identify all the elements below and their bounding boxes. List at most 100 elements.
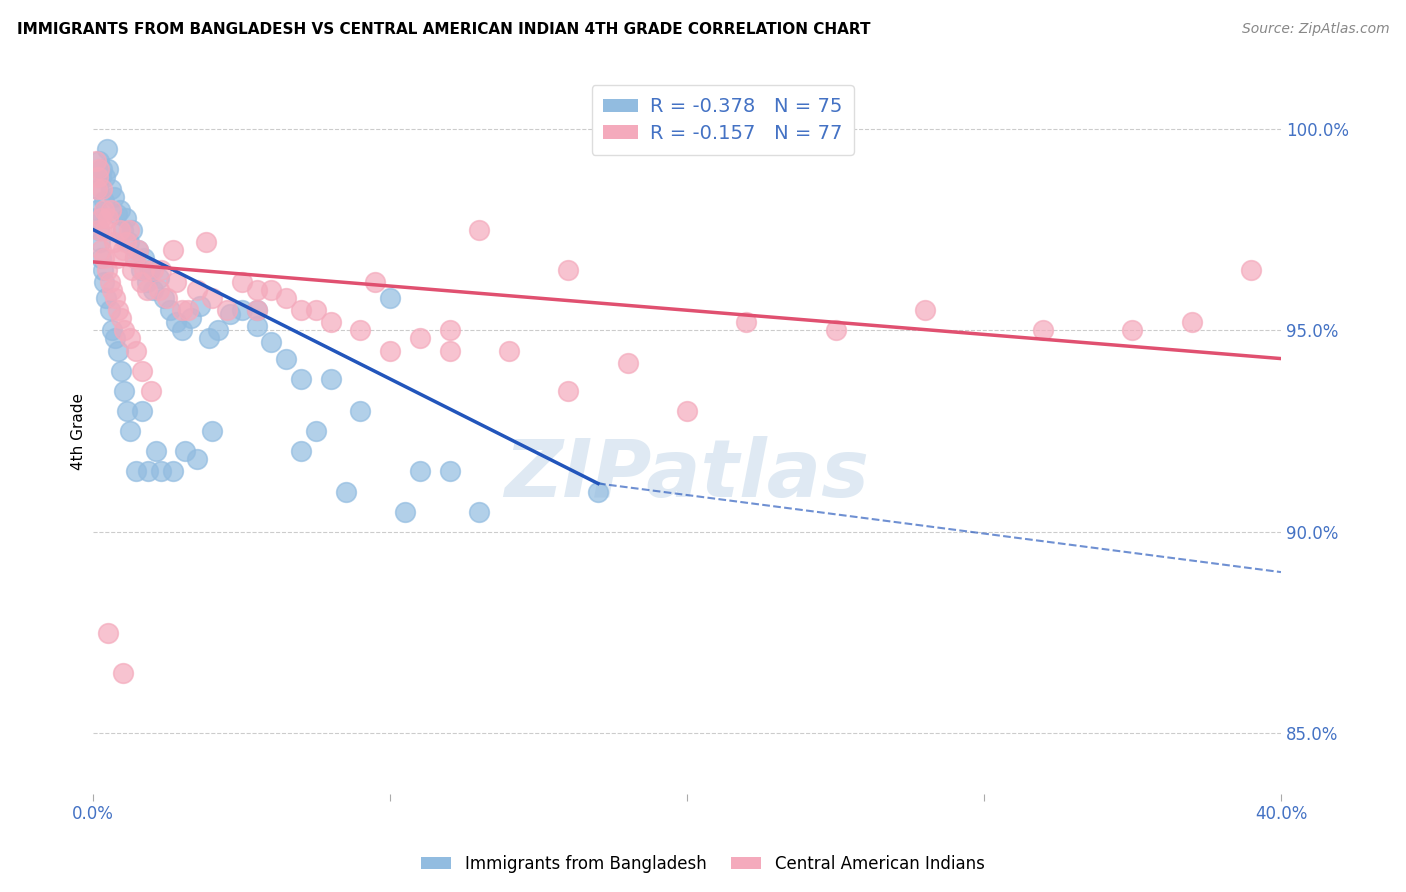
Point <box>349 323 371 337</box>
Point <box>108 222 131 236</box>
Point <box>586 484 609 499</box>
Point <box>290 372 312 386</box>
Point <box>148 271 170 285</box>
Point <box>201 291 224 305</box>
Point <box>439 343 461 358</box>
Point <box>101 323 124 337</box>
Point <box>121 222 143 236</box>
Point <box>1121 323 1143 337</box>
Point <box>218 307 240 321</box>
Point <box>172 303 194 318</box>
Point <box>105 206 128 220</box>
Point <box>98 303 121 318</box>
Point <box>1032 323 1054 337</box>
Point <box>91 162 114 177</box>
Point <box>148 283 170 297</box>
Point <box>136 464 159 478</box>
Point <box>115 211 138 225</box>
Point <box>125 464 148 478</box>
Point <box>132 251 155 265</box>
Point <box>86 182 108 196</box>
Point <box>124 251 146 265</box>
Point <box>90 251 112 265</box>
Point <box>111 243 134 257</box>
Point <box>139 384 162 398</box>
Point <box>276 351 298 366</box>
Point <box>89 235 111 249</box>
Point <box>127 243 149 257</box>
Point <box>97 625 120 640</box>
Point <box>150 464 173 478</box>
Point <box>121 263 143 277</box>
Point <box>153 291 176 305</box>
Point <box>557 384 579 398</box>
Point <box>207 323 229 337</box>
Point <box>159 303 181 318</box>
Point <box>468 505 491 519</box>
Point <box>90 211 112 225</box>
Point <box>103 190 125 204</box>
Point <box>100 202 122 217</box>
Point <box>198 331 221 345</box>
Point <box>96 263 118 277</box>
Point <box>115 235 138 249</box>
Point <box>110 364 132 378</box>
Point <box>101 283 124 297</box>
Point <box>90 243 112 257</box>
Point <box>98 275 121 289</box>
Point <box>201 424 224 438</box>
Point <box>117 404 139 418</box>
Point <box>162 464 184 478</box>
Point <box>439 323 461 337</box>
Point <box>118 222 141 236</box>
Point <box>108 202 131 217</box>
Point <box>172 323 194 337</box>
Point <box>305 303 328 318</box>
Point <box>156 291 179 305</box>
Point <box>145 444 167 458</box>
Point <box>378 291 401 305</box>
Point <box>84 154 107 169</box>
Point <box>245 303 267 318</box>
Point <box>290 303 312 318</box>
Point <box>676 404 699 418</box>
Point <box>162 243 184 257</box>
Point <box>100 182 122 196</box>
Point <box>120 424 142 438</box>
Point <box>118 235 141 249</box>
Point <box>135 283 157 297</box>
Point <box>260 283 283 297</box>
Point <box>824 323 846 337</box>
Point <box>409 464 432 478</box>
Point <box>290 444 312 458</box>
Text: Source: ZipAtlas.com: Source: ZipAtlas.com <box>1241 22 1389 37</box>
Point <box>103 235 125 249</box>
Point <box>498 343 520 358</box>
Point <box>120 331 142 345</box>
Point <box>188 299 211 313</box>
Point <box>94 170 117 185</box>
Point <box>107 343 129 358</box>
Point <box>93 251 115 265</box>
Point <box>87 222 110 236</box>
Point <box>231 303 253 318</box>
Point <box>84 211 107 225</box>
Point <box>231 275 253 289</box>
Point <box>89 162 111 177</box>
Point <box>89 154 111 169</box>
Point <box>104 291 127 305</box>
Point <box>112 384 135 398</box>
Point <box>914 303 936 318</box>
Point <box>138 263 160 277</box>
Point <box>1181 315 1204 329</box>
Point <box>112 323 135 337</box>
Point <box>245 303 267 318</box>
Point <box>96 142 118 156</box>
Point <box>215 303 238 318</box>
Point <box>97 211 120 225</box>
Point <box>165 315 187 329</box>
Point <box>110 311 132 326</box>
Point <box>131 404 153 418</box>
Point <box>616 356 638 370</box>
Point <box>195 235 218 249</box>
